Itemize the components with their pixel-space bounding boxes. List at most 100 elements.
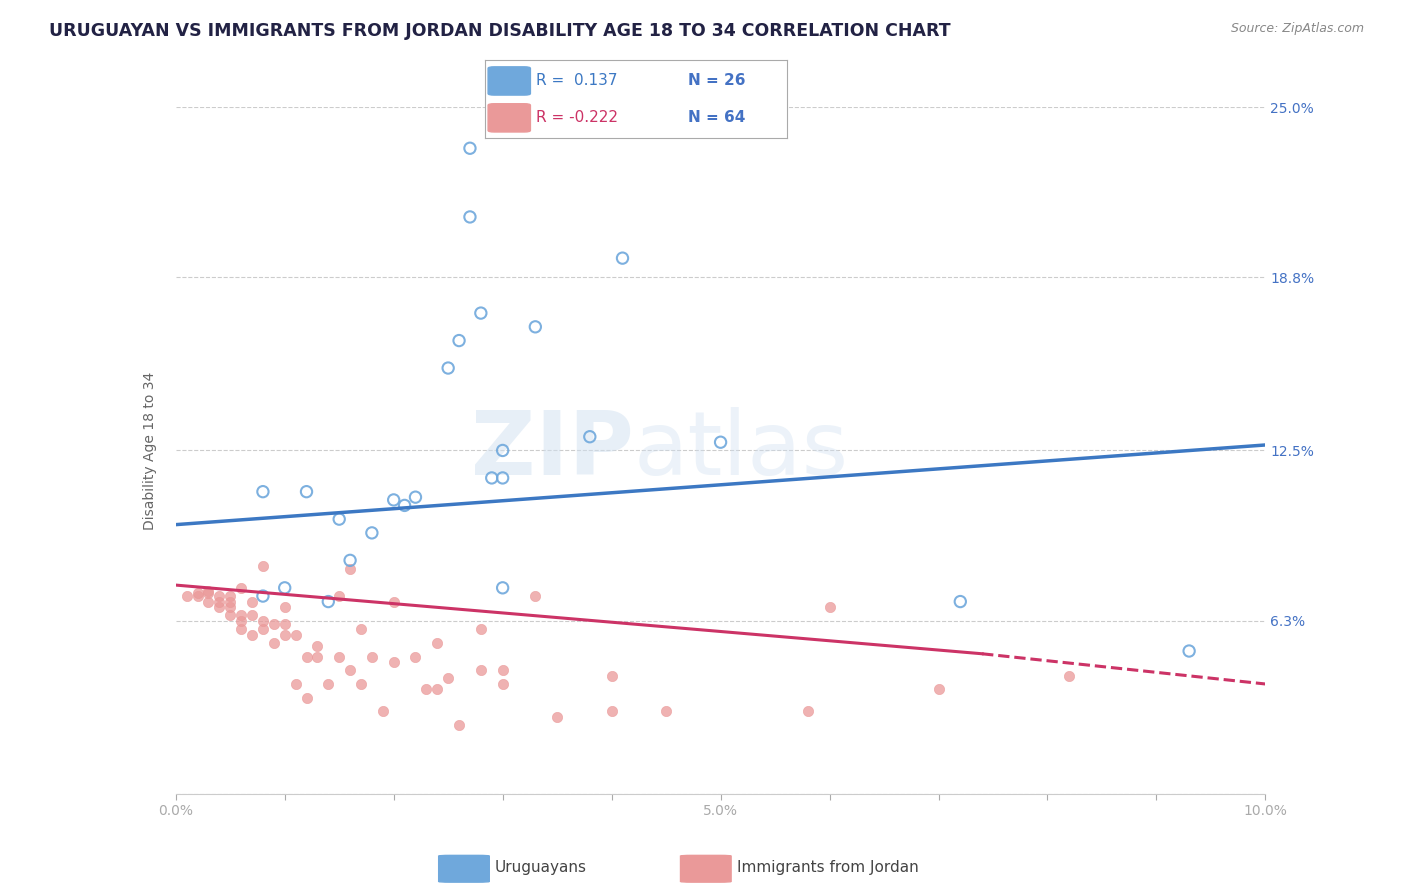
Point (524, 589, 547, 603)
Point (458, 210, 481, 224)
Point (382, 655, 405, 669)
Point (219, 608, 242, 623)
Point (481, 471, 503, 485)
Point (274, 627, 297, 641)
Point (240, 627, 263, 641)
Point (612, 251, 634, 265)
Point (339, 553, 361, 567)
Text: Uruguayans: Uruguayans (495, 861, 586, 875)
Point (382, 594, 405, 608)
Point (176, 589, 198, 603)
Point (710, 435, 733, 450)
Text: R =  0.137: R = 0.137 (537, 73, 619, 88)
Point (274, 616, 297, 631)
Point (231, 614, 253, 628)
Point (307, 649, 329, 664)
Point (252, 558, 274, 573)
Point (1057, 669, 1080, 683)
Point (197, 583, 219, 598)
Point (360, 525, 382, 540)
Point (458, 141, 481, 155)
Point (208, 589, 231, 603)
Point (470, 622, 492, 636)
Point (295, 649, 318, 664)
FancyBboxPatch shape (488, 103, 530, 132)
Point (219, 594, 242, 608)
Point (405, 490, 427, 504)
Point (470, 663, 492, 677)
Point (186, 586, 209, 600)
Text: atlas: atlas (633, 407, 849, 494)
Point (284, 677, 307, 691)
Point (208, 594, 231, 608)
Point (240, 608, 263, 623)
Point (219, 600, 242, 615)
Point (470, 306, 492, 320)
Point (1178, 644, 1201, 658)
Point (394, 499, 416, 513)
FancyBboxPatch shape (681, 855, 731, 882)
Point (318, 677, 340, 691)
Point (208, 600, 231, 615)
Point (186, 589, 209, 603)
Text: URUGUAYAN VS IMMIGRANTS FROM JORDAN DISABILITY AGE 18 TO 34 CORRELATION CHART: URUGUAYAN VS IMMIGRANTS FROM JORDAN DISA… (49, 22, 950, 40)
Point (284, 627, 307, 641)
Point (328, 512, 350, 526)
Point (263, 616, 285, 631)
Point (579, 430, 602, 444)
Point (818, 600, 841, 615)
Point (328, 649, 350, 664)
Point (426, 636, 449, 650)
Point (197, 594, 219, 608)
Point (231, 608, 253, 623)
Y-axis label: Disability Age 18 to 34: Disability Age 18 to 34 (143, 371, 157, 530)
Point (492, 471, 515, 485)
Point (371, 705, 394, 719)
Point (492, 677, 515, 691)
Text: R = -0.222: R = -0.222 (537, 111, 619, 126)
Text: N = 64: N = 64 (688, 111, 745, 126)
Point (252, 484, 274, 499)
Point (252, 622, 274, 636)
Point (328, 589, 350, 603)
Point (492, 581, 515, 595)
Point (546, 710, 568, 724)
Point (492, 443, 515, 458)
Point (350, 677, 373, 691)
Text: ZIP: ZIP (471, 407, 633, 494)
Point (600, 705, 623, 719)
Point (382, 492, 405, 507)
Point (274, 600, 297, 615)
Point (797, 705, 820, 719)
Point (350, 622, 373, 636)
Point (524, 319, 547, 334)
Point (295, 690, 318, 705)
Point (437, 361, 460, 376)
Point (339, 663, 361, 677)
Point (240, 594, 263, 608)
Point (655, 705, 678, 719)
Point (437, 672, 460, 686)
Point (274, 581, 297, 595)
Point (307, 639, 329, 653)
Point (492, 663, 515, 677)
FancyBboxPatch shape (488, 67, 530, 95)
Point (219, 589, 242, 603)
Point (360, 649, 382, 664)
Point (197, 586, 219, 600)
FancyBboxPatch shape (439, 855, 489, 882)
Point (252, 614, 274, 628)
Point (231, 622, 253, 636)
Point (295, 484, 318, 499)
Text: N = 26: N = 26 (688, 73, 745, 88)
Point (447, 718, 470, 732)
Point (600, 669, 623, 683)
Point (339, 561, 361, 575)
Point (928, 682, 950, 697)
Point (252, 589, 274, 603)
Point (426, 682, 449, 697)
Point (231, 581, 253, 595)
Point (263, 636, 285, 650)
Text: Immigrants from Jordan: Immigrants from Jordan (737, 861, 918, 875)
Text: Source: ZipAtlas.com: Source: ZipAtlas.com (1230, 22, 1364, 36)
